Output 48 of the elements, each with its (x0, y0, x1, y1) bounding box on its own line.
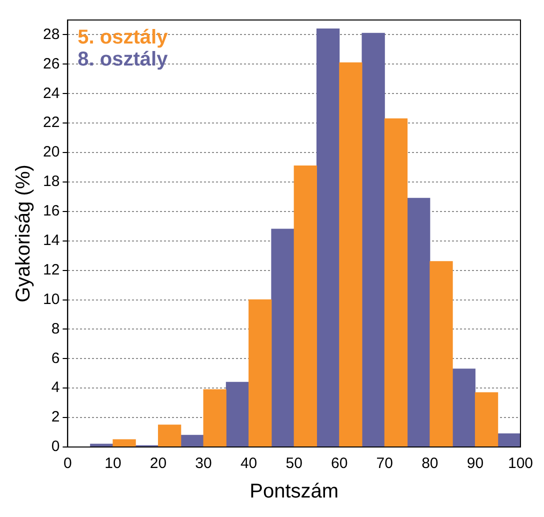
x-tick-label: 10 (104, 455, 122, 472)
bar (226, 382, 250, 447)
y-tick-label: 14 (42, 232, 60, 250)
bar (158, 424, 182, 447)
x-tick-label: 60 (331, 455, 348, 472)
bar (474, 392, 498, 447)
x-tick-label: 70 (376, 455, 393, 472)
y-tick-label: 24 (42, 84, 60, 102)
bar (452, 368, 476, 447)
bar (498, 433, 520, 447)
x-tick-label: 40 (240, 455, 258, 472)
y-tick-label: 6 (51, 350, 60, 367)
text: 8. osztály (78, 48, 169, 71)
x-tick-label: 20 (150, 455, 167, 472)
text: 5. osztály (78, 26, 169, 49)
x-tick-label: 80 (422, 455, 438, 472)
y-tick-label: 18 (42, 173, 60, 190)
y-axis-title: Gyakoriság (%) (12, 164, 35, 302)
y-tick-label: 8 (51, 320, 60, 338)
bar (407, 198, 430, 447)
x-axis-title: Pontszám (250, 480, 339, 503)
x-tick-label: 50 (286, 455, 302, 472)
y-tick-label: 2 (51, 408, 60, 426)
y-tick-label: 12 (42, 261, 60, 278)
bar (294, 165, 317, 447)
bar (430, 261, 453, 447)
x-tick-label: 30 (195, 455, 212, 472)
y-tick-label: 10 (42, 290, 60, 308)
y-tick-label: 26 (42, 55, 60, 72)
bar (316, 28, 340, 447)
y-tick-label: 20 (42, 144, 60, 161)
bar (271, 228, 294, 447)
y-tick-label: 28 (42, 26, 60, 43)
x-tick-label: 90 (466, 455, 484, 472)
bar (203, 389, 226, 447)
x-tick-label: 0 (64, 455, 72, 472)
bar (339, 62, 362, 447)
y-tick-label: 4 (51, 379, 60, 396)
y-tick-label: 0 (51, 438, 60, 456)
bar (112, 439, 136, 447)
bar (248, 299, 272, 447)
bar (384, 118, 408, 447)
bar (180, 434, 204, 447)
bar (362, 32, 385, 447)
x-tick-label: 100 (508, 455, 533, 472)
bar (90, 444, 114, 447)
y-tick-label: 22 (42, 114, 60, 132)
y-tick-label: 16 (42, 202, 60, 220)
